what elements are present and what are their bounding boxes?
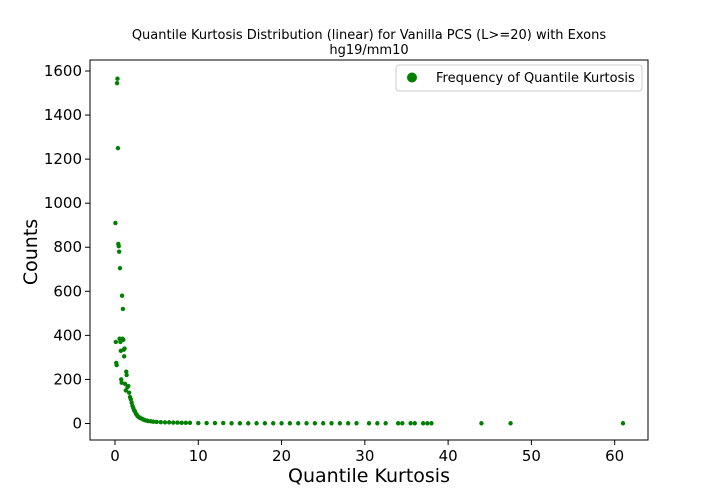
data-point [117, 265, 123, 271]
data-point [429, 421, 434, 426]
data-point [412, 421, 418, 426]
data-point [221, 420, 226, 426]
data-point [116, 243, 121, 249]
data-point [114, 80, 120, 86]
data-point [479, 421, 484, 426]
data-point [120, 306, 126, 312]
data-point [204, 420, 209, 426]
data-point [395, 421, 401, 426]
y-tick-label: 200 [53, 370, 82, 388]
data-point [408, 421, 413, 426]
data-point [366, 421, 372, 426]
data-point [304, 421, 309, 426]
data-point [179, 420, 184, 426]
data-point [383, 421, 388, 426]
data-point [196, 420, 201, 426]
y-tick-label: 800 [53, 238, 82, 256]
data-point [124, 372, 129, 378]
y-tick-label: 400 [53, 326, 82, 344]
data-point [400, 421, 405, 426]
data-point [126, 390, 132, 395]
data-point [287, 421, 293, 426]
data-point [162, 420, 168, 425]
data-point [151, 419, 156, 424]
data-point [375, 421, 380, 426]
data-point [271, 421, 276, 426]
data-point [128, 397, 134, 402]
data-point [329, 421, 334, 426]
data-point [129, 400, 134, 405]
data-point [296, 421, 301, 426]
y-tick-label: 1400 [44, 106, 82, 124]
data-point [620, 421, 626, 426]
x-tick-label: 40 [439, 447, 458, 465]
data-point [171, 420, 176, 425]
y-tick-label: 1200 [44, 150, 82, 168]
y-axis: 0 200 400 600 800 1000 1200 1400 1600 [44, 62, 90, 432]
data-point [115, 76, 120, 81]
data-point [345, 421, 351, 426]
x-axis: 0 10 20 30 40 50 60 [110, 440, 624, 465]
data-point [116, 249, 122, 254]
x-tick-label: 50 [522, 447, 541, 465]
data-point [113, 220, 118, 226]
data-point [229, 421, 234, 426]
chart-subtitle: hg19/mm10 [329, 43, 408, 58]
data-point [115, 145, 121, 151]
data-point [262, 421, 268, 426]
data-point [425, 421, 430, 426]
data-point [337, 421, 343, 426]
legend-marker [407, 72, 417, 83]
data-point [254, 421, 259, 426]
data-point [122, 346, 127, 351]
x-tick-label: 20 [272, 447, 291, 465]
y-tick-label: 1600 [44, 62, 82, 80]
data-point [119, 380, 124, 385]
data-point [154, 419, 159, 425]
data-point [119, 293, 125, 298]
y-tick-label: 600 [53, 282, 82, 300]
data-point [175, 420, 180, 425]
data-point [124, 369, 129, 374]
plot-area [89, 59, 649, 441]
data-point [246, 421, 251, 426]
data-point [114, 362, 119, 368]
x-tick-label: 0 [110, 447, 120, 465]
data-point [121, 354, 127, 359]
legend-label: Frequency of Quantile Kurtosis [436, 71, 635, 86]
chart-title: Quantile Kurtosis Distribution (linear) … [132, 28, 607, 43]
data-point [212, 420, 218, 426]
y-tick-label: 0 [72, 414, 82, 432]
data-point [237, 421, 243, 426]
x-axis-label: Quantile Kurtosis [288, 465, 450, 487]
data-point [187, 420, 193, 426]
scatter-points [113, 76, 626, 426]
x-tick-label: 10 [189, 447, 208, 465]
data-point [279, 421, 284, 426]
data-point [158, 419, 163, 425]
data-point [420, 421, 426, 426]
legend: Frequency of Quantile Kurtosis [395, 64, 643, 92]
x-tick-label: 30 [355, 447, 374, 465]
data-point [166, 420, 172, 425]
data-point [122, 381, 128, 387]
data-point [126, 383, 131, 389]
data-point [123, 388, 129, 393]
data-point [113, 339, 119, 345]
data-point [183, 420, 188, 426]
y-axis-label: Counts [20, 219, 42, 285]
legend-box [395, 64, 643, 92]
data-point [508, 421, 513, 426]
data-point [354, 421, 359, 426]
data-point [119, 377, 124, 382]
x-tick-label: 60 [605, 447, 624, 465]
y-tick-label: 1000 [44, 194, 82, 212]
data-point [320, 421, 326, 426]
data-point [121, 337, 126, 342]
data-point [312, 421, 318, 426]
